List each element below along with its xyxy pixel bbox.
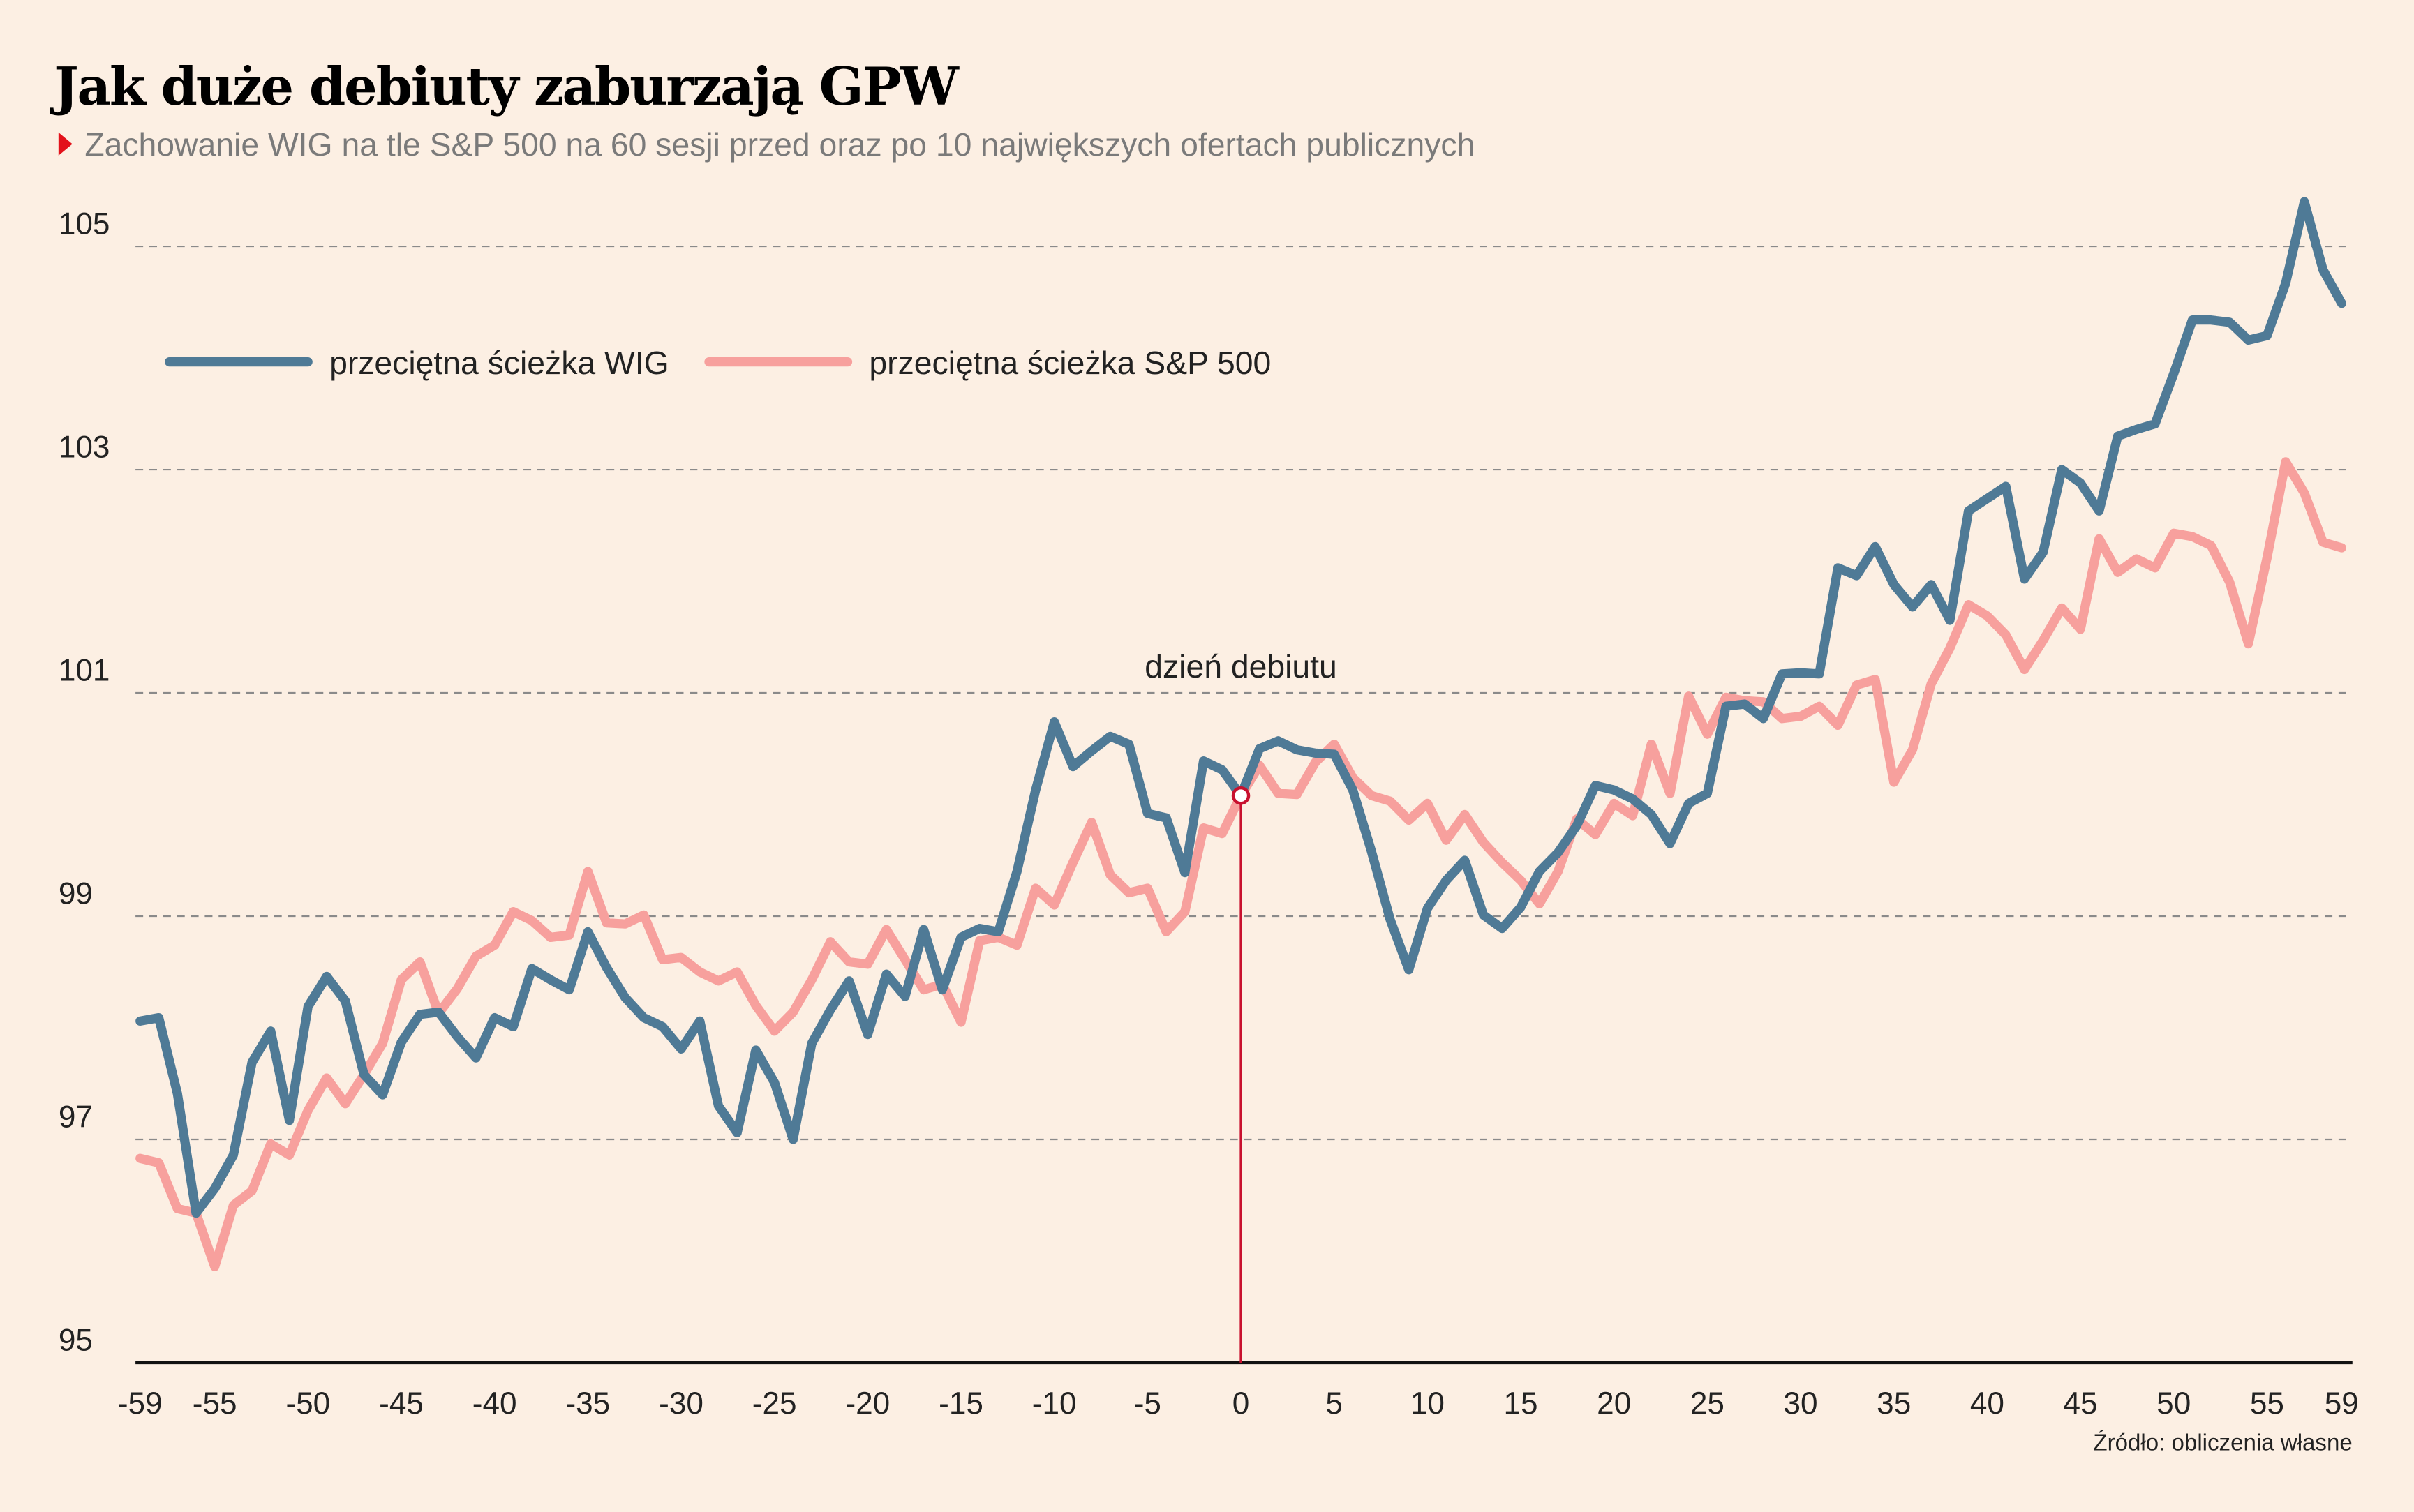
x-tick-label: 30 [1784, 1386, 1818, 1421]
x-tick-label: -35 [565, 1386, 610, 1421]
x-tick-label: 20 [1597, 1386, 1631, 1421]
x-tick-label: 50 [2156, 1386, 2191, 1421]
x-tick-label: 35 [1877, 1386, 1911, 1421]
legend-label: przeciętna ścieżka S&P 500 [869, 345, 1271, 381]
x-tick-label: -15 [939, 1386, 983, 1421]
x-tick-label: -59 [118, 1386, 163, 1421]
x-tick-label: 45 [2064, 1386, 2098, 1421]
subtitle-marker [58, 132, 73, 156]
source: Źródło: obliczenia własne [2093, 1430, 2352, 1456]
annotation-label: dzień debiutu [1145, 648, 1337, 684]
x-tick-label: 25 [1690, 1386, 1724, 1421]
x-tick-label: 15 [1504, 1386, 1538, 1421]
x-tick-label: -20 [845, 1386, 890, 1421]
annotation-marker [1231, 786, 1251, 805]
x-tick-label: -55 [193, 1386, 237, 1421]
y-tick-label: 101 [59, 653, 110, 687]
y-tick-label: 105 [59, 207, 110, 241]
y-tick-label: 103 [59, 430, 110, 464]
x-tick-label: 10 [1410, 1386, 1445, 1421]
chart-title: Jak duże debiuty zaburzają GPW [50, 56, 960, 117]
y-tick-label: 99 [59, 876, 93, 911]
x-tick-label: -10 [1032, 1386, 1077, 1421]
x-tick-label: -40 [472, 1386, 517, 1421]
y-tick-label: 97 [59, 1100, 93, 1134]
x-tick-label: 55 [2250, 1386, 2284, 1421]
x-tick-label: 5 [1325, 1386, 1343, 1421]
chart-subtitle: Zachowanie WIG na tle S&P 500 na 60 sesj… [84, 126, 1475, 163]
x-tick-label: 40 [1970, 1386, 2004, 1421]
x-tick-label: -5 [1134, 1386, 1161, 1421]
legend-label: przeciętna ścieżka WIG [329, 345, 669, 381]
x-tick-label: -30 [659, 1386, 703, 1421]
x-tick-label: -50 [285, 1386, 330, 1421]
x-tick-label: 59 [2325, 1386, 2359, 1421]
x-tick-label: -45 [379, 1386, 424, 1421]
x-tick-label: -25 [752, 1386, 797, 1421]
x-tick-label: 0 [1232, 1386, 1250, 1421]
y-tick-label: 95 [59, 1323, 93, 1357]
